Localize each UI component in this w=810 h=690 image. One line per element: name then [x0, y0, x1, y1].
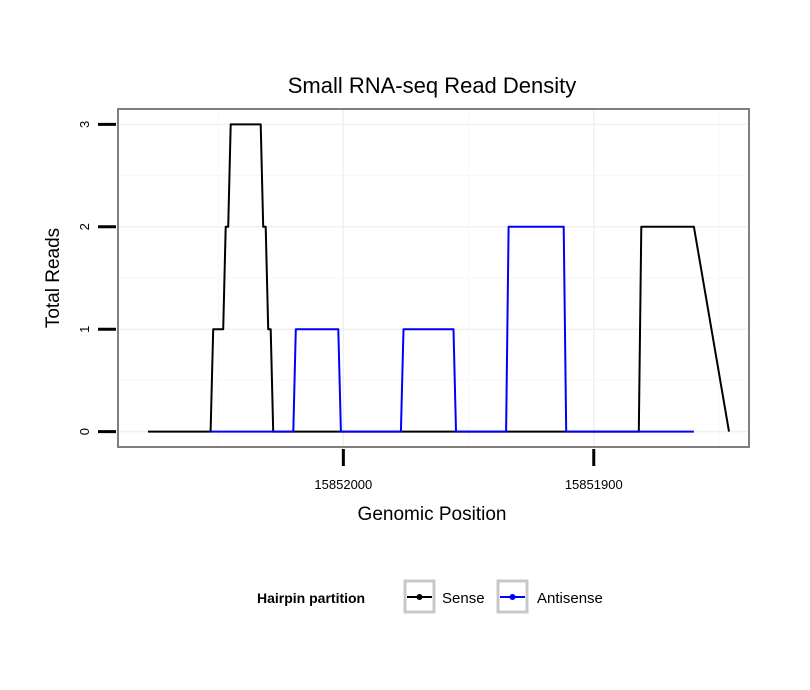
grid [118, 109, 749, 447]
y-tick-label: 2 [77, 223, 92, 230]
legend-item-sense: Sense [403, 579, 485, 614]
y-axis-title: Total Reads [43, 228, 64, 328]
series-lines [148, 123, 730, 433]
plot-panel-border [117, 108, 750, 448]
chart-title: Small RNA-seq Read Density [288, 73, 577, 98]
series-line-antisense [210, 225, 694, 433]
x-axis-title: Genomic Position [358, 504, 507, 525]
legend-item-antisense: Antisense [496, 579, 603, 614]
y-tick-label: 1 [77, 326, 92, 333]
legend: Hairpin partition Sense Antisense [257, 579, 603, 614]
x-tick-label: 15852000 [314, 477, 372, 492]
x-tick-label: 15851900 [565, 477, 623, 492]
y-tick-label: 3 [77, 121, 92, 128]
legend-point-antisense [509, 594, 516, 600]
legend-point-sense [416, 594, 423, 600]
x-axis: 15852000 15851900 [314, 449, 623, 492]
y-axis: 0 1 2 3 [77, 121, 116, 435]
y-tick-label: 0 [77, 428, 92, 435]
legend-title: Hairpin partition [257, 590, 365, 606]
legend-label-antisense: Antisense [537, 590, 603, 607]
legend-label-sense: Sense [442, 590, 485, 607]
